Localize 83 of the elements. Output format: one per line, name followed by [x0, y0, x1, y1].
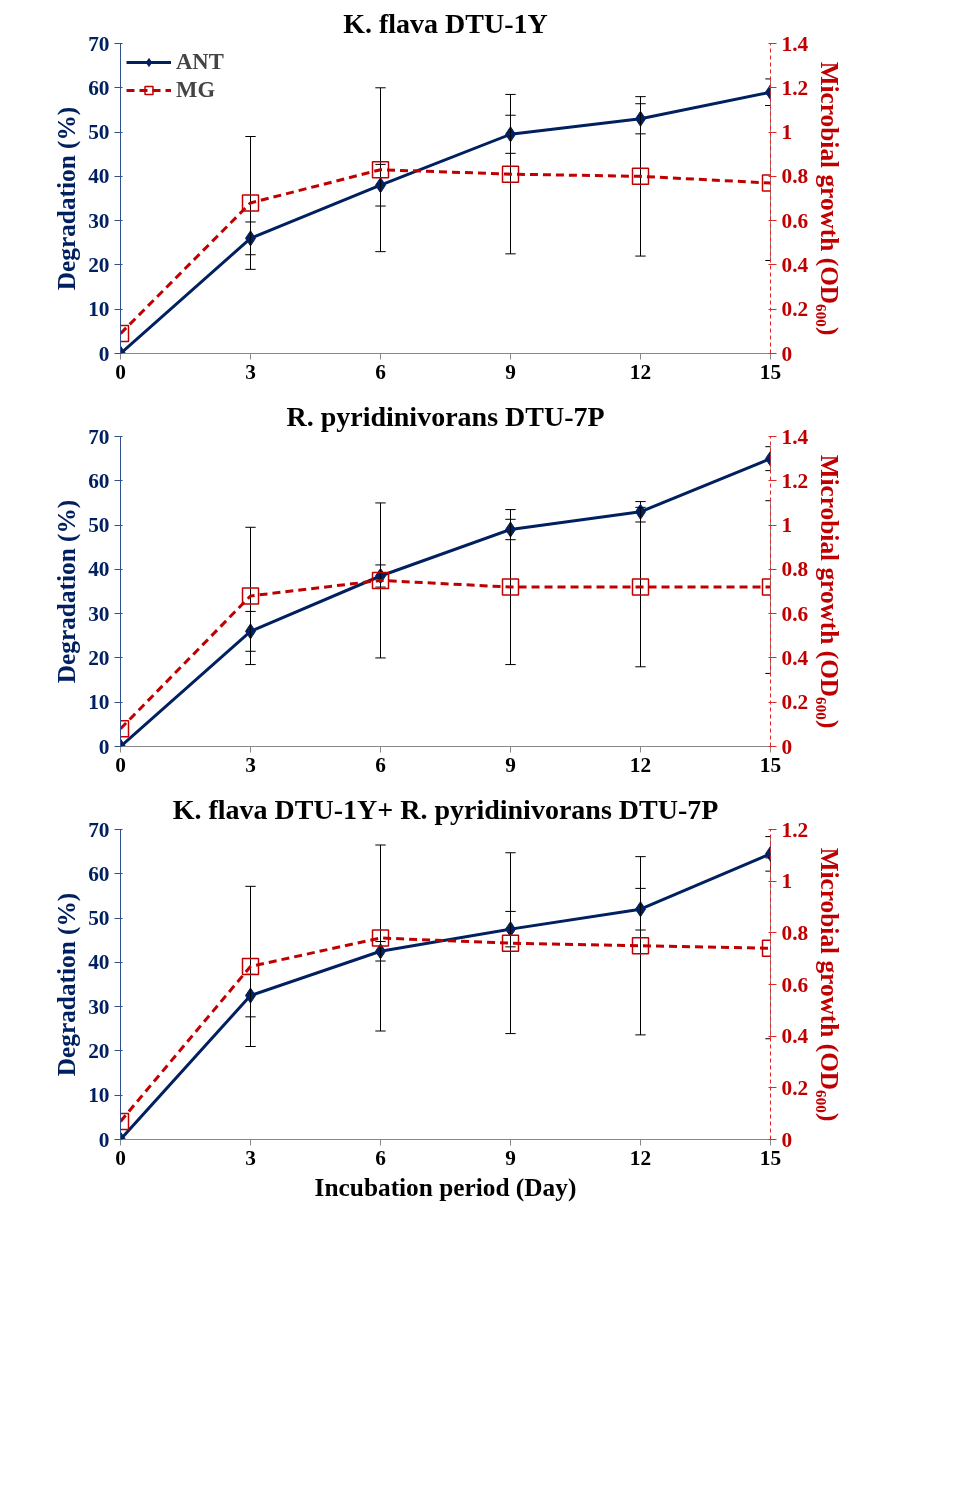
y2-tick-label: 0.4	[781, 252, 809, 277]
y-tick-label: 30	[88, 994, 110, 1019]
y2-tick-label: 1.2	[781, 817, 809, 842]
y2-tick-label: 0.2	[781, 297, 809, 322]
x-tick-label: 0	[115, 752, 126, 777]
y-axis-title: Degradation (%)	[52, 499, 82, 684]
y2-axis-title: Microbial growth (OD₆₀₀)	[815, 847, 845, 1122]
y-tick-label: 40	[88, 557, 110, 582]
y-tick-label: 40	[88, 164, 110, 189]
x-tick-label: 6	[375, 359, 387, 384]
x-tick-label: 9	[505, 752, 516, 777]
y2-tick-label: 0.6	[781, 972, 809, 997]
y-tick-label: 10	[88, 1083, 110, 1108]
chart-title: R. pyridinivorans DTU-7P	[286, 400, 605, 432]
point	[501, 165, 520, 183]
y-tick-label: 20	[88, 1038, 110, 1063]
x-tick-label: 0	[115, 1145, 126, 1170]
y-tick-label: 10	[88, 297, 110, 322]
y2-tick-label: 0.2	[781, 1075, 809, 1100]
y-tick-label: 70	[88, 424, 110, 449]
x-tick-label: 0	[115, 359, 126, 384]
y-tick-label: 0	[98, 1127, 110, 1152]
chart-title: K. flava DTU-1Y	[343, 7, 548, 39]
y2-tick-label: 0.4	[781, 645, 809, 670]
x-tick-label: 15	[759, 752, 782, 777]
y2-tick-label: 0.4	[781, 1024, 809, 1049]
point	[371, 929, 390, 947]
y-tick-label: 10	[88, 690, 110, 715]
y-tick-label: 0	[98, 341, 110, 366]
y2-tick-label: 0.6	[781, 601, 809, 626]
y2-tick-label: 1.4	[781, 31, 809, 56]
y-tick-label: 0	[98, 734, 110, 759]
x-tick-label: 6	[375, 752, 387, 777]
x-tick-label: 12	[629, 1145, 652, 1170]
y2-tick-label: 0.8	[781, 557, 809, 582]
x-tick-label: 12	[629, 359, 652, 384]
y-tick-label: 60	[88, 468, 110, 493]
x-tick-label: 6	[375, 1145, 387, 1170]
y-tick-label: 70	[88, 31, 110, 56]
x-tick-label: 9	[505, 1145, 516, 1170]
y2-tick-label: 0.2	[781, 690, 809, 715]
y2-tick-label: 0	[781, 734, 793, 759]
y-tick-label: 30	[88, 208, 110, 233]
y2-tick-label: 1	[781, 120, 793, 145]
y2-tick-label: 0.6	[781, 208, 809, 233]
x-tick-label: 15	[759, 1145, 782, 1170]
x-tick-label: 3	[245, 1145, 256, 1170]
y-tick-label: 60	[88, 75, 110, 100]
y2-tick-label: 1.4	[781, 424, 809, 449]
y2-tick-label: 0	[781, 1127, 793, 1152]
y2-tick-label: 1.2	[781, 75, 809, 100]
point	[371, 571, 390, 590]
legend-label: ANT	[176, 49, 224, 75]
y2-tick-label: 1	[781, 869, 793, 894]
y-tick-label: 20	[88, 645, 110, 670]
y2-axis-title: Microbial growth (OD₆₀₀)	[815, 454, 845, 729]
y-axis-title: Degradation (%)	[52, 892, 82, 1077]
x-tick-label: 9	[505, 359, 516, 384]
y2-tick-label: 1.2	[781, 468, 809, 493]
y2-tick-label: 1	[781, 513, 793, 538]
legend-label: MG	[176, 77, 216, 103]
y-tick-label: 40	[88, 950, 110, 975]
point	[501, 578, 520, 596]
x-tick-label: 15	[759, 359, 782, 384]
point	[501, 934, 520, 952]
chart-title: K. flava DTU-1Y+ R. pyridinivorans DTU-7P	[172, 793, 719, 825]
point	[371, 160, 390, 179]
y-tick-label: 20	[88, 252, 110, 277]
y-tick-label: 60	[88, 861, 110, 886]
y2-axis-title: Microbial growth (OD₆₀₀)	[815, 61, 845, 336]
y2-tick-label: 0.8	[781, 920, 809, 945]
y-axis-title: Degradation (%)	[52, 106, 82, 291]
y-tick-label: 50	[88, 120, 110, 145]
y2-tick-label: 0.8	[781, 164, 809, 189]
y-tick-label: 30	[88, 601, 110, 626]
y-tick-label: 70	[88, 817, 110, 842]
x-tick-label: 3	[245, 752, 256, 777]
y-tick-label: 50	[88, 513, 110, 538]
y2-tick-label: 0	[781, 341, 793, 366]
x-axis-title: Incubation period (Day)	[314, 1172, 577, 1202]
x-tick-label: 3	[245, 359, 256, 384]
x-tick-label: 12	[629, 752, 652, 777]
y-tick-label: 50	[88, 906, 110, 931]
